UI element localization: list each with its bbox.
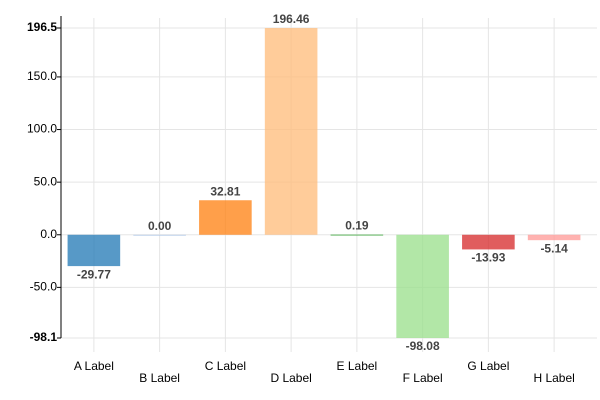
x-tick-label: E Label [337,359,378,373]
value-label: 32.81 [210,184,240,198]
x-tick-label: B Label [139,371,180,385]
value-label: 0.00 [148,219,172,233]
y-tick-label: 196.5 [27,20,57,34]
bar [264,28,318,235]
bar [133,234,186,236]
bar [199,200,252,235]
value-label: 196.46 [273,12,310,26]
value-label: -98.08 [406,339,440,353]
x-tick-label: D Label [270,371,311,385]
x-tick-label: A Label [74,359,114,373]
y-tick-label: 0.0 [40,227,57,241]
value-label: -5.14 [540,241,568,255]
bar [330,234,384,236]
value-label: -13.93 [471,251,505,265]
y-tick-label: -50.0 [30,280,58,294]
x-tick-label: C Label [205,359,246,373]
y-tick-label: 50.0 [34,174,58,188]
y-tick-label: 150.0 [27,69,57,83]
bar [527,234,581,241]
bar [396,234,449,338]
y-tick-label: -98.1 [30,330,58,344]
value-label: 0.19 [345,219,369,233]
x-tick-label: H Label [533,371,574,385]
value-label: -29.77 [77,267,111,281]
x-tick-label: G Label [467,359,509,373]
y-tick-label: 100.0 [27,122,57,136]
x-tick-label: F Label [403,371,443,385]
bar [67,234,121,267]
bar [462,234,515,250]
